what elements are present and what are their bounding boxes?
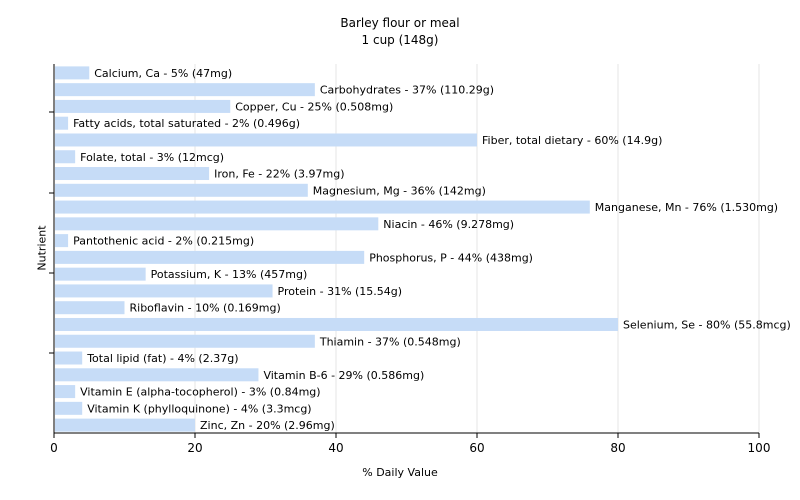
bar-label: Manganese, Mn - 76% (1.530mg) xyxy=(595,201,778,214)
x-tick-label: 20 xyxy=(187,441,202,455)
x-tick-label: 60 xyxy=(469,441,484,455)
bar-label: Selenium, Se - 80% (55.8mcg) xyxy=(623,318,791,331)
bar xyxy=(55,368,259,382)
bar xyxy=(55,200,590,214)
x-tick-label: 0 xyxy=(50,441,58,455)
bar xyxy=(55,418,195,432)
bar xyxy=(55,234,69,248)
bar-label: Calcium, Ca - 5% (47mg) xyxy=(94,67,232,80)
bar xyxy=(55,183,308,197)
x-tick-label: 80 xyxy=(610,441,625,455)
bar-label: Niacin - 46% (9.278mg) xyxy=(383,218,514,231)
bar xyxy=(55,317,618,331)
x-axis-label: % Daily Value xyxy=(362,466,438,479)
bar-label: Folate, total - 3% (12mcg) xyxy=(80,151,224,164)
bar-label: Copper, Cu - 25% (0.508mg) xyxy=(235,100,393,113)
bar xyxy=(55,116,69,130)
bar xyxy=(55,401,83,415)
bar-label: Pantothenic acid - 2% (0.215mg) xyxy=(73,235,254,248)
chart-subtitle: 1 cup (148g) xyxy=(361,33,439,47)
bar xyxy=(55,217,379,231)
bar xyxy=(55,385,76,399)
bar-label: Vitamin E (alpha-tocopherol) - 3% (0.84m… xyxy=(80,386,320,399)
bar-label: Vitamin K (phylloquinone) - 4% (3.3mcg) xyxy=(87,402,311,415)
chart-title: Barley flour or meal xyxy=(340,16,460,30)
axes xyxy=(49,64,759,434)
bar-label: Phosphorus, P - 44% (438mg) xyxy=(369,251,533,264)
x-tick-label: 100 xyxy=(748,441,771,455)
bar-label: Vitamin B-6 - 29% (0.586mg) xyxy=(263,369,424,382)
bar xyxy=(55,83,315,97)
bar xyxy=(55,167,210,181)
bar-label: Thiamin - 37% (0.548mg) xyxy=(319,335,461,348)
bar xyxy=(55,99,231,113)
bar-label: Carbohydrates - 37% (110.29g) xyxy=(320,84,494,97)
y-axis-label: Nutrient xyxy=(35,225,49,271)
bar xyxy=(55,66,90,80)
bar-label: Total lipid (fat) - 4% (2.37g) xyxy=(86,352,238,365)
bar xyxy=(55,301,125,315)
bar-label: Zinc, Zn - 20% (2.96mg) xyxy=(200,419,335,432)
bar-label: Protein - 31% (15.54g) xyxy=(278,285,403,298)
bar-label: Fiber, total dietary - 60% (14.9g) xyxy=(482,134,662,147)
bar xyxy=(55,334,315,348)
bar-label: Magnesium, Mg - 36% (142mg) xyxy=(313,184,486,197)
bar-label: Iron, Fe - 22% (3.97mg) xyxy=(214,168,344,181)
bar xyxy=(55,267,146,281)
bar xyxy=(55,133,477,147)
bar-label: Fatty acids, total saturated - 2% (0.496… xyxy=(73,117,300,130)
bars: Calcium, Ca - 5% (47mg) Carbohydrates - 3… xyxy=(55,66,791,432)
bar xyxy=(55,250,365,264)
bar xyxy=(55,150,76,164)
x-ticks: 0 20 40 60 80 100 xyxy=(50,433,770,455)
bar-label: Potassium, K - 13% (457mg) xyxy=(151,268,308,281)
x-tick-label: 40 xyxy=(328,441,343,455)
bar xyxy=(55,284,273,298)
bar-label: Riboflavin - 10% (0.169mg) xyxy=(130,302,281,315)
bar xyxy=(55,351,83,365)
